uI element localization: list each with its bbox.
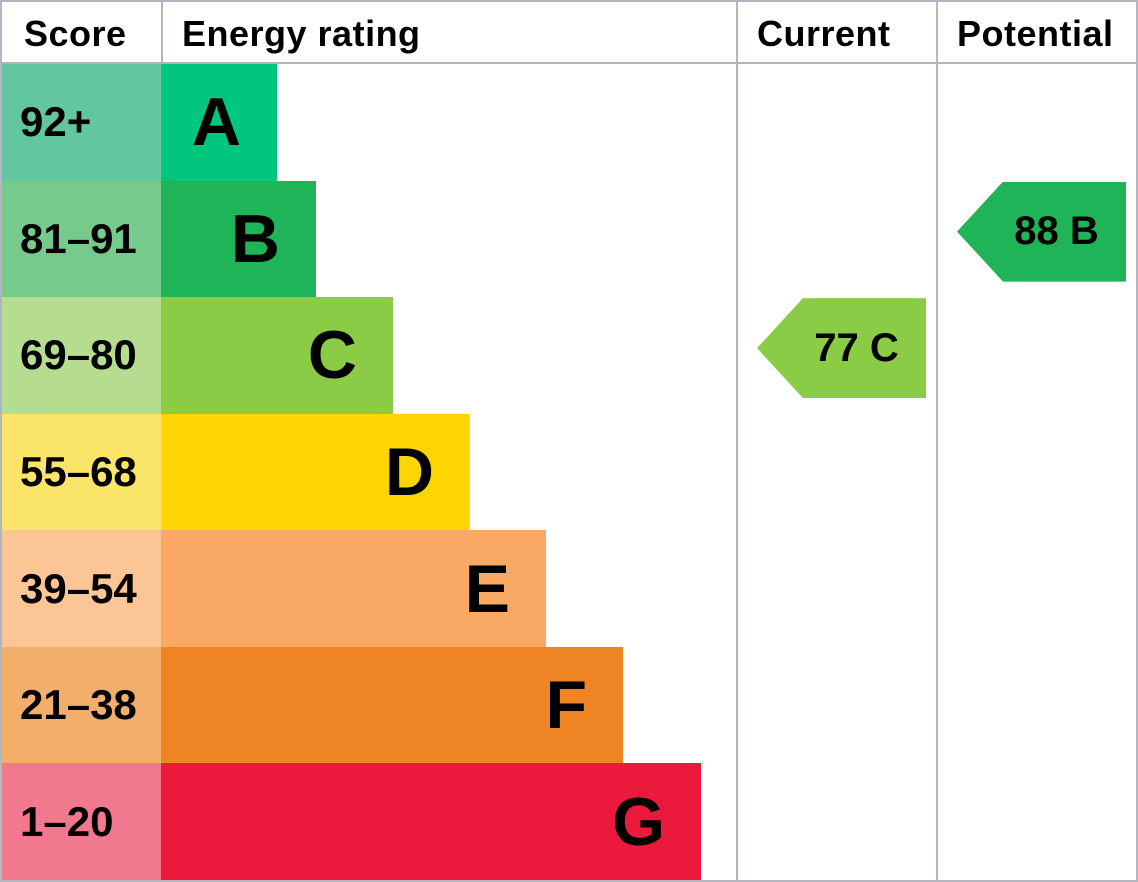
current-rating-label: 77 C <box>814 325 899 370</box>
potential-rating-label: 88 B <box>1014 209 1099 254</box>
potential-column-divider <box>936 2 938 880</box>
current-column-divider <box>736 2 738 880</box>
band-bar-g: G <box>161 763 701 880</box>
band-row-e: 39–54 E <box>2 530 1136 647</box>
band-row-b: 81–91 B <box>2 180 1136 298</box>
band-bar-c: C <box>161 297 393 414</box>
header-bottom-border <box>2 62 1136 64</box>
header-score-divider <box>161 2 163 62</box>
band-bar-e: E <box>161 530 546 647</box>
band-score-range-b: 81–91 <box>2 180 161 298</box>
header-current: Current <box>757 13 891 54</box>
band-score-range-d: 55–68 <box>2 413 161 531</box>
band-row-g: 1–20 G <box>2 763 1136 880</box>
band-letter-d: D <box>384 434 434 511</box>
band-letter-e: E <box>464 550 510 627</box>
band-score-range-c: 69–80 <box>2 297 161 414</box>
band-rows: 92+ A 81–91 B 69–80 C 55–68 D 39–54 E 21… <box>2 64 1136 880</box>
band-score-range-g: 1–20 <box>2 763 161 880</box>
band-score-range-a: 92+ <box>2 64 161 181</box>
band-letter-b: B <box>230 200 280 277</box>
band-letter-c: C <box>307 317 357 394</box>
band-letter-g: G <box>612 783 665 860</box>
band-row-d: 55–68 D <box>2 413 1136 531</box>
header-energy-rating: Energy rating <box>182 13 421 54</box>
band-score-range-e: 39–54 <box>2 530 161 647</box>
band-bar-b: B <box>161 180 316 298</box>
header-score: Score <box>24 13 127 54</box>
band-row-c: 69–80 C <box>2 297 1136 414</box>
header-potential: Potential <box>957 13 1114 54</box>
band-bar-f: F <box>161 646 623 764</box>
band-score-range-f: 21–38 <box>2 646 161 764</box>
band-bar-a: A <box>161 64 277 181</box>
band-letter-f: F <box>545 667 587 744</box>
band-letter-a: A <box>191 84 241 161</box>
band-bar-d: D <box>161 413 470 531</box>
band-row-f: 21–38 F <box>2 646 1136 764</box>
band-row-a: 92+ A <box>2 64 1136 181</box>
